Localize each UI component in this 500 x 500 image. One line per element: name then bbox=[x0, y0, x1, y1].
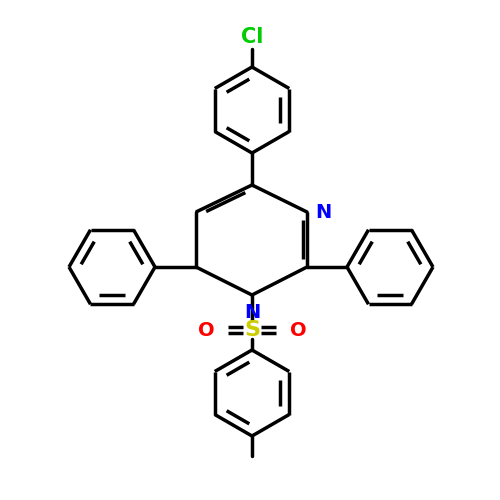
Text: O: O bbox=[198, 320, 214, 340]
Text: S: S bbox=[244, 320, 260, 340]
Text: N: N bbox=[315, 202, 331, 222]
Text: Cl: Cl bbox=[241, 27, 263, 47]
Text: O: O bbox=[290, 320, 306, 340]
Text: N: N bbox=[244, 303, 260, 322]
